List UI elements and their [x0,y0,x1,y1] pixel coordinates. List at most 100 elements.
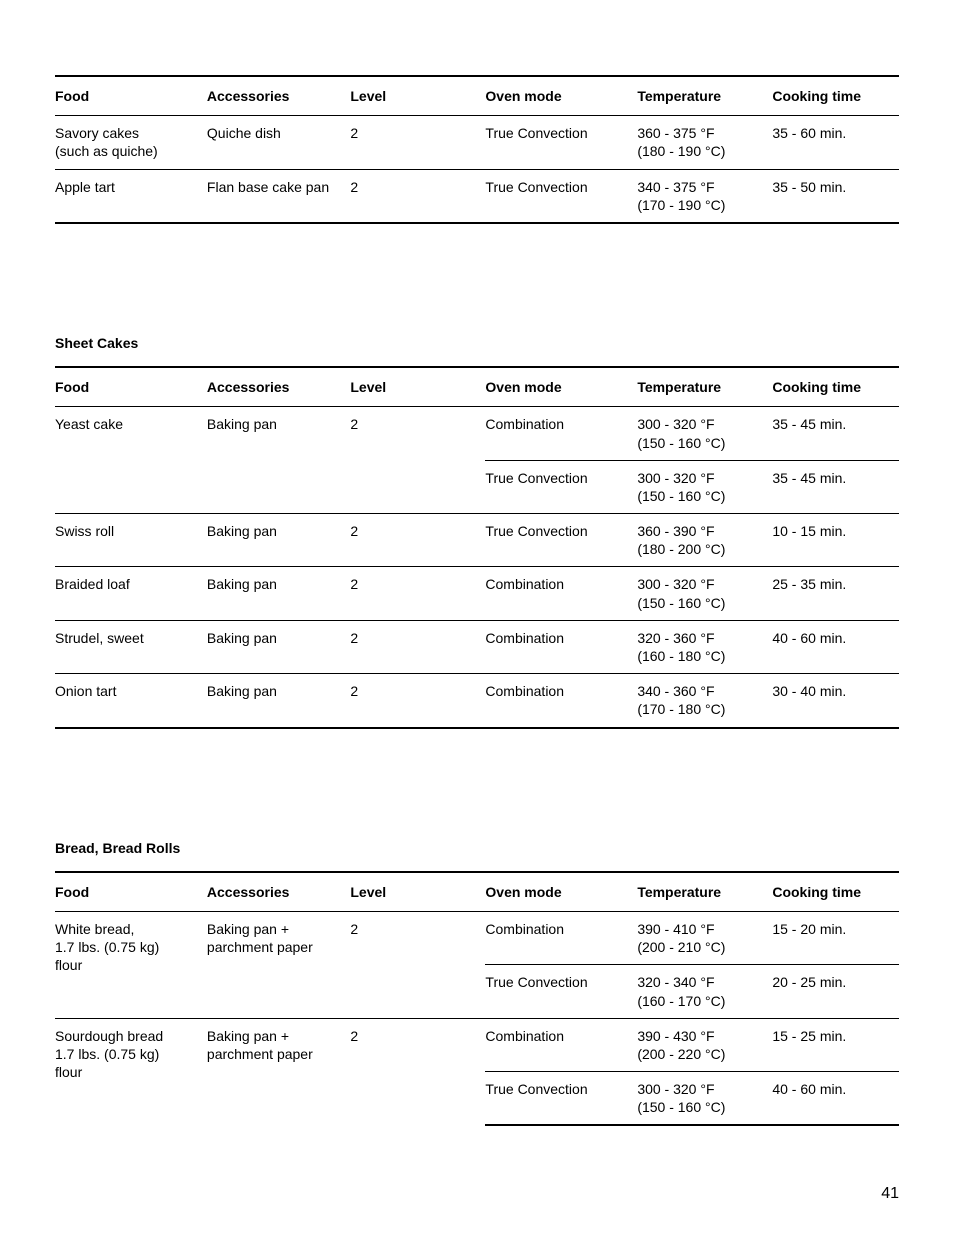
table-row: Savory cakes(such as quiche) Quiche dish… [55,116,899,169]
cell-food: Yeast cake [55,407,207,514]
cell-food: Apple tart [55,169,207,223]
col-header-level: Level [350,76,485,116]
cell-level: 2 [350,620,485,673]
cell-time: 25 - 35 min. [772,567,899,620]
cell-temp: 300 - 320 °F(150 - 160 °C) [637,1072,772,1126]
cooking-table-1: Food Accessories Level Oven mode Tempera… [55,75,899,224]
col-header-food: Food [55,76,207,116]
cell-mode: True Convection [485,116,637,169]
cell-acc: Baking pan [207,567,350,620]
table-row: Braided loaf Baking pan 2 Combination 30… [55,567,899,620]
cell-time: 30 - 40 min. [772,674,899,728]
col-header-oven-mode: Oven mode [485,872,637,912]
cell-time: 15 - 20 min. [772,911,899,964]
cell-level: 2 [350,169,485,223]
table-body: Yeast cake Baking pan 2 Combination 300 … [55,407,899,728]
cell-acc: Baking pan +parchment paper [207,1018,350,1125]
cell-acc: Baking pan [207,620,350,673]
table-row: Swiss roll Baking pan 2 True Convection … [55,514,899,567]
cell-mode: True Convection [485,514,637,567]
cell-level: 2 [350,407,485,514]
cell-mode: True Convection [485,460,637,513]
cell-level: 2 [350,1018,485,1125]
col-header-food: Food [55,367,207,407]
col-header-accessories: Accessories [207,367,350,407]
col-header-cooking-time: Cooking time [772,367,899,407]
col-header-accessories: Accessories [207,872,350,912]
spacer [55,729,899,839]
cell-temp: 360 - 390 °F(180 - 200 °C) [637,514,772,567]
cell-temp: 300 - 320 °F(150 - 160 °C) [637,460,772,513]
col-header-oven-mode: Oven mode [485,76,637,116]
table-body: Savory cakes(such as quiche) Quiche dish… [55,116,899,223]
cell-temp: 340 - 375 °F(170 - 190 °C) [637,169,772,223]
cell-level: 2 [350,514,485,567]
cell-time: 35 - 45 min. [772,407,899,460]
cell-temp: 360 - 375 °F(180 - 190 °C) [637,116,772,169]
section-title-bread: Bread, Bread Rolls [55,839,899,857]
cell-food: White bread,1.7 lbs. (0.75 kg)flour [55,911,207,1018]
table-row: Yeast cake Baking pan 2 Combination 300 … [55,407,899,460]
cooking-table-3: Food Accessories Level Oven mode Tempera… [55,871,899,1127]
cell-temp: 390 - 410 °F(200 - 210 °C) [637,911,772,964]
col-header-level: Level [350,872,485,912]
cell-time: 10 - 15 min. [772,514,899,567]
cell-mode: Combination [485,567,637,620]
cell-time: 35 - 60 min. [772,116,899,169]
cooking-table-2: Food Accessories Level Oven mode Tempera… [55,366,899,728]
cell-level: 2 [350,116,485,169]
col-header-temperature: Temperature [637,872,772,912]
col-header-oven-mode: Oven mode [485,367,637,407]
col-header-level: Level [350,367,485,407]
cell-level: 2 [350,674,485,728]
cell-level: 2 [350,567,485,620]
col-header-cooking-time: Cooking time [772,872,899,912]
cell-acc: Flan base cake pan [207,169,350,223]
col-header-cooking-time: Cooking time [772,76,899,116]
table-row: Onion tart Baking pan 2 Combination 340 … [55,674,899,728]
cell-food: Savory cakes(such as quiche) [55,116,207,169]
cell-mode: Combination [485,1018,637,1071]
col-header-food: Food [55,872,207,912]
page-number: 41 [881,1184,899,1205]
cell-food: Swiss roll [55,514,207,567]
table-row: Strudel, sweet Baking pan 2 Combination … [55,620,899,673]
cell-temp: 300 - 320 °F(150 - 160 °C) [637,407,772,460]
cell-mode: True Convection [485,965,637,1018]
cell-acc: Baking pan [207,514,350,567]
cell-time: 40 - 60 min. [772,1072,899,1126]
table-row: Sourdough bread1.7 lbs. (0.75 kg)flour B… [55,1018,899,1071]
cell-mode: Combination [485,407,637,460]
cell-mode: Combination [485,911,637,964]
cell-food: Onion tart [55,674,207,728]
cell-time: 35 - 45 min. [772,460,899,513]
cell-time: 20 - 25 min. [772,965,899,1018]
cell-temp: 320 - 360 °F(160 - 180 °C) [637,620,772,673]
col-header-temperature: Temperature [637,367,772,407]
table-row: White bread,1.7 lbs. (0.75 kg)flour Baki… [55,911,899,964]
cell-time: 40 - 60 min. [772,620,899,673]
cell-food: Strudel, sweet [55,620,207,673]
cell-food: Braided loaf [55,567,207,620]
cell-acc: Baking pan +parchment paper [207,911,350,1018]
cell-acc: Baking pan [207,674,350,728]
cell-level: 2 [350,911,485,1018]
spacer [55,224,899,334]
cell-acc: Quiche dish [207,116,350,169]
cell-food: Sourdough bread1.7 lbs. (0.75 kg)flour [55,1018,207,1125]
cell-mode: Combination [485,674,637,728]
cell-acc: Baking pan [207,407,350,514]
cell-temp: 300 - 320 °F(150 - 160 °C) [637,567,772,620]
cell-time: 15 - 25 min. [772,1018,899,1071]
section-title-sheet-cakes: Sheet Cakes [55,334,899,352]
cell-time: 35 - 50 min. [772,169,899,223]
cell-mode: True Convection [485,169,637,223]
cell-temp: 340 - 360 °F(170 - 180 °C) [637,674,772,728]
cell-temp: 320 - 340 °F(160 - 170 °C) [637,965,772,1018]
table-body: White bread,1.7 lbs. (0.75 kg)flour Baki… [55,911,899,1125]
cell-mode: True Convection [485,1072,637,1126]
cell-temp: 390 - 430 °F(200 - 220 °C) [637,1018,772,1071]
col-header-temperature: Temperature [637,76,772,116]
table-row: Apple tart Flan base cake pan 2 True Con… [55,169,899,223]
cell-mode: Combination [485,620,637,673]
